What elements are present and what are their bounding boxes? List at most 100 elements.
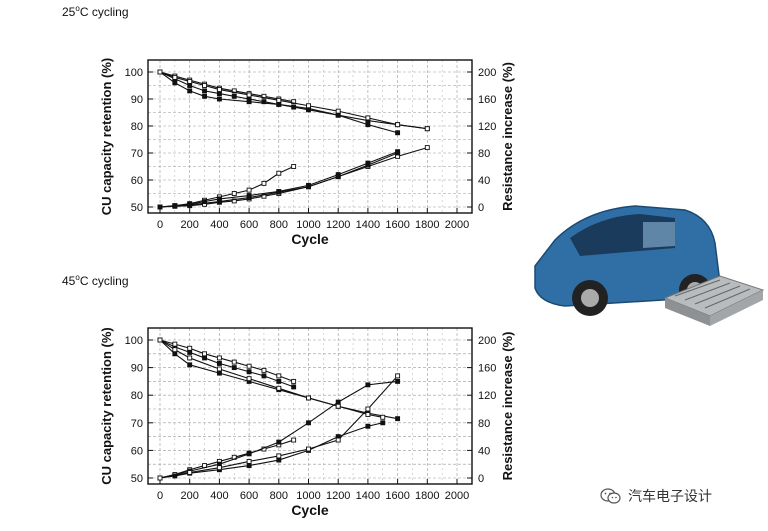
- data-point: [172, 74, 178, 80]
- data-point: [231, 365, 237, 371]
- x-tick-label: 600: [240, 219, 258, 231]
- data-point: [157, 69, 163, 75]
- series-line: [159, 71, 428, 130]
- data-point: [172, 80, 178, 86]
- x-tick-label: 1200: [326, 490, 350, 502]
- data-point: [335, 112, 341, 118]
- data-point: [157, 475, 163, 481]
- title-degree: o: [75, 273, 80, 282]
- y-tick-label: 60: [131, 175, 143, 187]
- y-tick-label: 90: [131, 363, 143, 375]
- data-point: [246, 187, 252, 193]
- data-point: [246, 99, 252, 105]
- data-point: [216, 361, 222, 366]
- panel-title-25c: 25oC cycling: [62, 4, 129, 19]
- y2-tick-label: 80: [478, 418, 490, 430]
- y2-tick-label: 120: [478, 390, 496, 402]
- data-point: [216, 366, 222, 372]
- data-point: [276, 457, 282, 463]
- plot-frame: [147, 327, 473, 485]
- y-tick-label: 90: [131, 94, 143, 106]
- data-point: [306, 184, 311, 190]
- series-4: [157, 164, 297, 210]
- y2-axis-label: Resistance increase (%): [500, 332, 515, 481]
- data-point: [395, 122, 401, 128]
- data-point: [187, 83, 193, 88]
- data-point: [172, 347, 178, 353]
- data-point: [306, 446, 311, 452]
- data-point: [246, 363, 252, 369]
- y-tick-label: 80: [131, 121, 143, 133]
- data-point: [395, 378, 401, 384]
- data-point: [306, 420, 311, 426]
- data-point: [216, 91, 222, 97]
- data-point: [202, 88, 208, 94]
- chart-panel-0: 0 200 400 600 800 1000 1200 1400 1600 1800 2000506…: [99, 58, 515, 247]
- data-point: [202, 93, 208, 99]
- data-point: [246, 92, 252, 98]
- series-line: [159, 339, 294, 382]
- data-point: [202, 351, 208, 357]
- data-point: [172, 351, 178, 357]
- data-point: [365, 406, 371, 412]
- data-point: [261, 373, 267, 379]
- x-tick-label: 2000: [445, 219, 469, 231]
- data-point: [172, 341, 178, 347]
- data-point: [276, 439, 282, 445]
- data-point: [231, 198, 237, 204]
- car-battery-illustration: [534, 205, 765, 326]
- series-line: [159, 339, 383, 418]
- x-tick-label: 200: [181, 490, 199, 502]
- data-point: [276, 170, 282, 176]
- data-point: [246, 369, 252, 375]
- series-3: [157, 337, 386, 420]
- title-degree: o: [75, 4, 80, 13]
- x-tick-label: 800: [270, 490, 288, 502]
- y-tick-label: 80: [131, 390, 143, 402]
- data-point: [335, 437, 341, 443]
- data-point: [202, 83, 208, 88]
- data-point: [291, 378, 297, 384]
- data-point: [246, 195, 252, 201]
- y-tick-label: 100: [125, 335, 143, 347]
- data-point: [291, 437, 297, 443]
- data-point: [246, 463, 252, 469]
- title-temp: 45: [62, 274, 76, 288]
- data-point: [365, 115, 371, 121]
- data-point: [231, 88, 237, 94]
- data-point: [261, 99, 267, 105]
- x-tick-label: 1000: [296, 490, 320, 502]
- y2-tick-label: 80: [478, 148, 490, 160]
- data-point: [231, 93, 237, 99]
- data-point: [276, 373, 282, 379]
- y-tick-label: 50: [131, 473, 143, 485]
- data-point: [216, 465, 222, 471]
- y2-tick-label: 200: [478, 335, 496, 347]
- y2-tick-label: 120: [478, 121, 496, 133]
- data-point: [187, 470, 193, 475]
- data-point: [261, 367, 267, 373]
- data-point: [157, 204, 163, 210]
- y-tick-label: 100: [125, 67, 143, 79]
- series-1: [157, 69, 401, 136]
- data-point: [395, 373, 401, 379]
- x-tick-label: 800: [270, 219, 288, 231]
- series-line: [159, 71, 294, 103]
- grid: [148, 60, 472, 213]
- y2-tick-label: 160: [478, 363, 496, 375]
- x-tick-label: 1600: [385, 219, 409, 231]
- series-2: [157, 337, 297, 384]
- x-tick-label: 1800: [415, 490, 439, 502]
- series-line: [159, 439, 294, 479]
- y-axis-label: CU capacity retention (%): [99, 327, 114, 484]
- y-tick-label: 70: [131, 148, 143, 160]
- data-point: [365, 162, 371, 168]
- data-point: [424, 126, 430, 132]
- data-point: [187, 202, 193, 208]
- y2-tick-label: 40: [478, 175, 490, 187]
- data-point: [276, 453, 282, 459]
- title-temp: 25: [62, 5, 76, 19]
- data-point: [246, 451, 252, 457]
